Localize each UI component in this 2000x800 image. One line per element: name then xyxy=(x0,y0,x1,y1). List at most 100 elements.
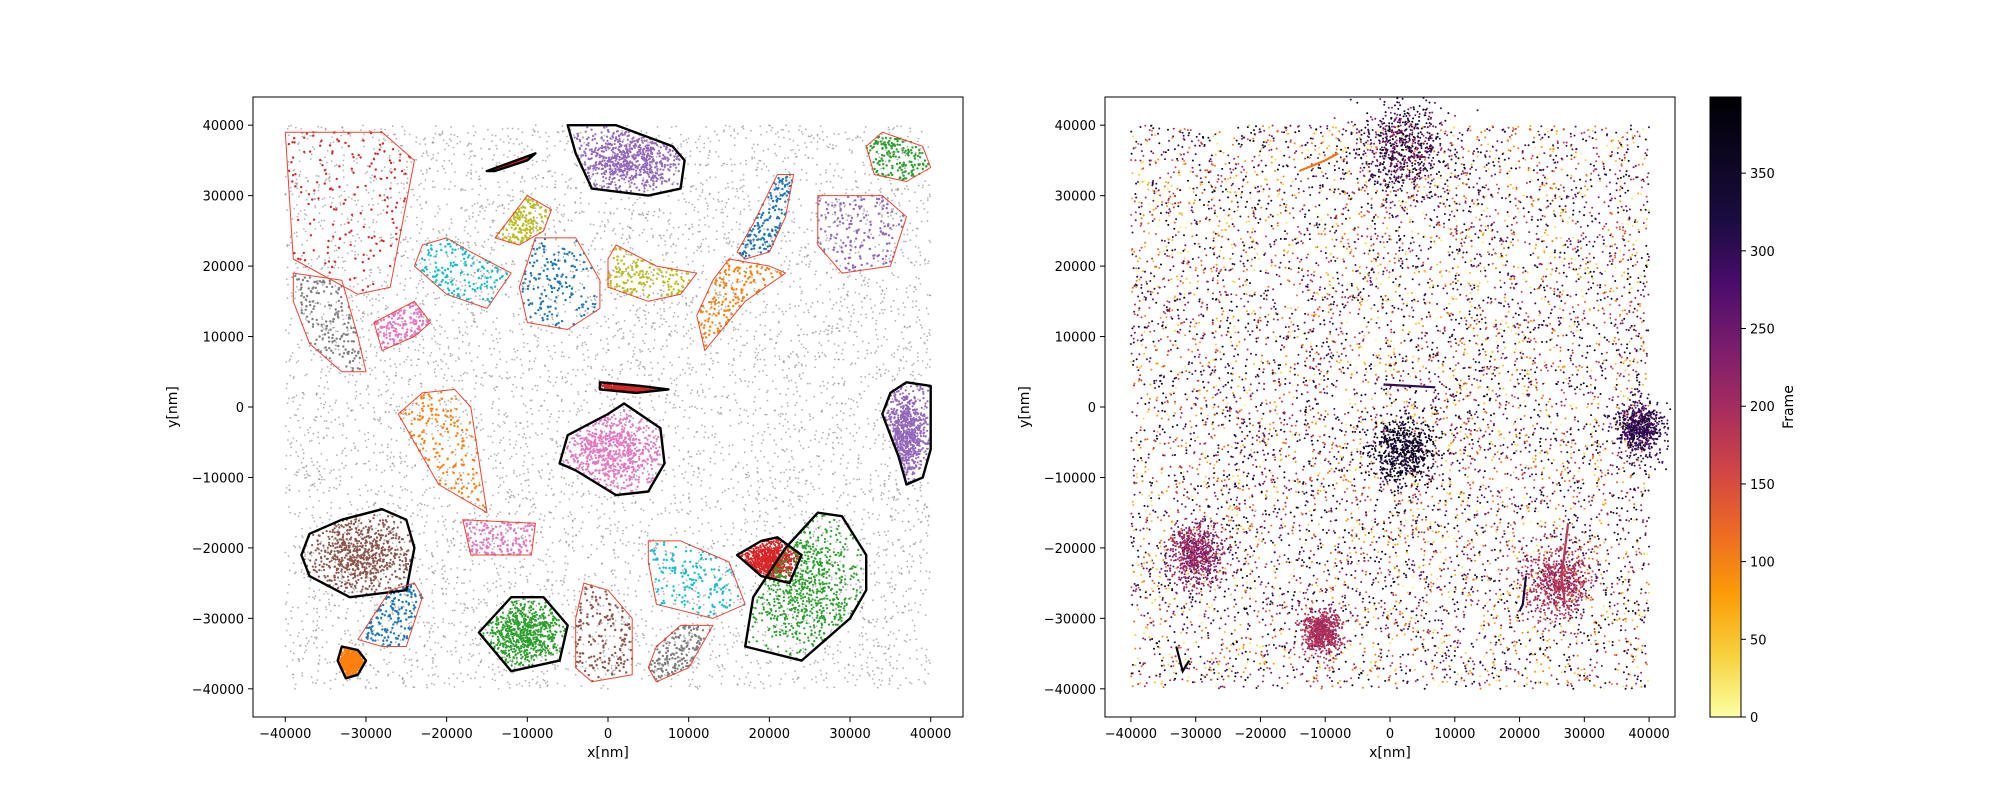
background-point xyxy=(780,678,783,680)
background-point xyxy=(544,232,547,235)
background-point xyxy=(733,163,736,166)
background-point xyxy=(704,495,707,498)
background-point xyxy=(831,307,834,310)
background-point xyxy=(671,364,673,367)
background-point xyxy=(512,142,515,145)
background-point xyxy=(707,204,709,207)
background-point xyxy=(632,209,635,212)
background-point xyxy=(763,358,766,361)
background-point xyxy=(904,306,906,308)
background-point xyxy=(758,388,761,391)
background-point xyxy=(789,240,791,242)
background-point xyxy=(801,408,803,411)
background-point xyxy=(403,187,406,190)
background-point xyxy=(305,198,308,201)
background-point xyxy=(898,653,901,656)
background-point xyxy=(627,562,630,565)
background-point xyxy=(823,192,826,195)
background-point xyxy=(846,504,849,507)
background-point xyxy=(488,271,490,274)
background-point xyxy=(457,248,460,250)
background-point xyxy=(333,538,335,541)
background-point xyxy=(456,512,459,514)
background-point xyxy=(688,501,691,503)
background-point xyxy=(738,578,740,581)
background-point xyxy=(545,249,548,251)
background-point xyxy=(324,658,327,661)
background-point xyxy=(810,305,812,308)
background-point xyxy=(417,621,419,624)
background-point xyxy=(411,499,413,501)
background-point xyxy=(676,331,678,334)
background-point xyxy=(906,560,909,563)
background-point xyxy=(501,203,504,206)
background-point xyxy=(572,519,574,522)
background-point xyxy=(374,604,376,607)
background-point xyxy=(617,611,620,614)
background-point xyxy=(627,360,629,363)
background-point xyxy=(637,364,640,367)
background-point xyxy=(713,436,716,439)
background-point xyxy=(323,682,326,685)
background-point xyxy=(366,576,369,579)
background-point xyxy=(479,545,481,548)
background-point xyxy=(799,642,801,645)
background-point xyxy=(876,581,878,584)
background-point xyxy=(344,260,346,262)
background-point xyxy=(612,336,615,338)
background-point xyxy=(659,308,662,310)
background-point xyxy=(816,134,819,137)
background-point xyxy=(521,685,523,687)
background-point xyxy=(702,603,705,606)
background-point xyxy=(480,291,483,293)
background-point xyxy=(546,670,549,673)
background-point xyxy=(753,338,756,340)
background-point xyxy=(849,324,852,326)
background-point xyxy=(425,654,428,657)
background-point xyxy=(668,456,670,459)
background-point xyxy=(929,195,932,198)
background-point xyxy=(484,275,486,278)
background-point xyxy=(690,301,692,303)
background-point xyxy=(409,269,411,272)
background-point xyxy=(328,598,330,601)
background-point xyxy=(619,295,622,298)
background-point xyxy=(720,211,723,214)
background-point xyxy=(365,388,368,391)
background-point xyxy=(404,685,407,688)
background-point xyxy=(317,175,320,178)
background-point xyxy=(837,358,840,361)
background-point xyxy=(341,434,344,436)
background-point xyxy=(889,582,891,584)
background-point xyxy=(743,592,746,595)
background-point xyxy=(546,345,548,348)
background-point xyxy=(433,622,436,625)
background-point xyxy=(637,579,640,582)
background-point xyxy=(483,240,486,243)
background-point xyxy=(353,588,356,591)
background-point xyxy=(717,305,720,308)
background-point xyxy=(315,525,318,528)
background-point xyxy=(587,325,590,328)
background-point xyxy=(661,345,664,348)
background-point xyxy=(469,400,472,402)
background-point xyxy=(431,417,434,420)
background-point xyxy=(418,343,421,346)
background-point xyxy=(549,526,551,528)
background-point xyxy=(388,156,391,159)
background-point xyxy=(713,130,716,133)
background-point xyxy=(751,157,753,160)
background-point xyxy=(889,515,892,518)
background-point xyxy=(420,582,423,585)
background-point xyxy=(303,573,305,575)
background-point xyxy=(499,484,502,486)
background-point xyxy=(494,134,497,137)
background-point xyxy=(426,504,429,507)
background-point xyxy=(837,382,840,385)
background-point xyxy=(537,327,540,329)
background-point xyxy=(600,622,603,625)
background-point xyxy=(828,428,831,430)
background-point xyxy=(534,432,537,435)
background-point xyxy=(599,407,601,410)
background-point xyxy=(537,470,540,472)
